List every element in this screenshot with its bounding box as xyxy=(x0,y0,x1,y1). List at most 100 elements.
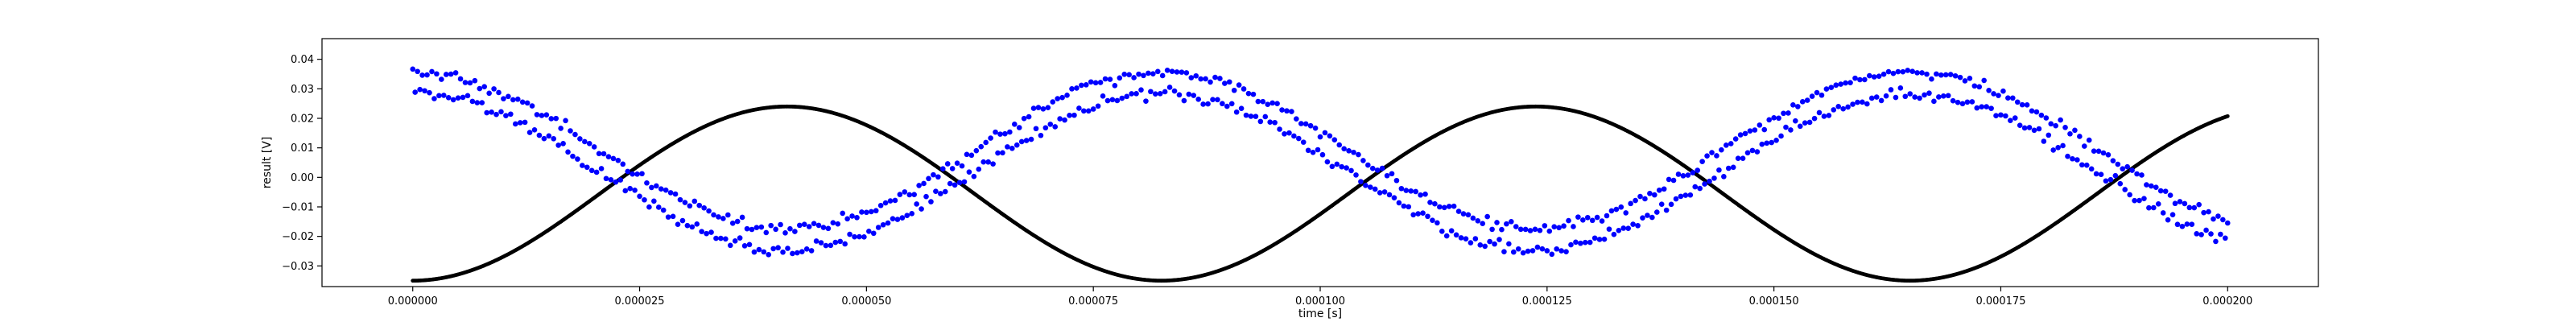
blue-point xyxy=(2060,142,2066,149)
blue-point xyxy=(1327,133,1333,139)
blue-point xyxy=(1372,186,1378,192)
blue-point xyxy=(1435,220,1440,226)
blue-point xyxy=(472,77,478,84)
blue-point xyxy=(2153,184,2159,190)
blue-point xyxy=(2088,166,2095,172)
blue-point xyxy=(1344,165,1349,171)
blue-point xyxy=(1021,115,1027,122)
blue-point xyxy=(1959,101,1966,107)
blue-point xyxy=(1138,87,1144,93)
blue-point xyxy=(2086,137,2092,143)
blue-point xyxy=(1986,88,1992,93)
blue-point xyxy=(2031,127,2037,134)
blue-point xyxy=(1159,72,1166,79)
blue-point xyxy=(818,240,824,246)
blue-point xyxy=(2083,162,2090,168)
y-tick-label: −0.03 xyxy=(282,261,314,273)
blue-point xyxy=(869,208,874,215)
blue-point xyxy=(1971,83,1978,89)
blue-point xyxy=(1136,71,1141,77)
blue-point xyxy=(1934,71,1939,77)
blue-point xyxy=(608,176,614,183)
blue-point xyxy=(2024,102,2030,108)
blue-point xyxy=(780,249,786,255)
blue-point xyxy=(1873,94,1880,100)
blue-point xyxy=(926,175,931,182)
blue-point xyxy=(1076,105,1082,111)
blue-point xyxy=(1871,74,1877,80)
blue-point xyxy=(1262,114,1269,120)
blue-point xyxy=(1100,93,1106,99)
blue-point xyxy=(828,242,834,249)
blue-point xyxy=(1217,76,1223,81)
blue-point xyxy=(2215,213,2221,219)
blue-point xyxy=(768,222,774,229)
y-tick-label: 0.02 xyxy=(291,114,314,126)
blue-point xyxy=(1749,147,1756,154)
blue-point xyxy=(1233,109,1240,115)
blue-point xyxy=(1166,85,1173,90)
blue-point xyxy=(2103,178,2109,184)
blue-point xyxy=(422,88,427,94)
blue-point xyxy=(909,211,915,217)
blue-point xyxy=(1141,72,1146,79)
blue-point xyxy=(2186,204,2193,211)
blue-point xyxy=(1847,80,1853,85)
blue-point xyxy=(1549,251,1555,258)
blue-point xyxy=(1143,98,1149,104)
blue-point xyxy=(1852,75,1858,81)
blue-point xyxy=(761,249,767,255)
blue-point xyxy=(445,95,452,101)
blue-point xyxy=(1236,82,1242,88)
blue-point xyxy=(1133,91,1139,97)
blue-point xyxy=(1028,136,1034,142)
blue-point xyxy=(1153,91,1158,97)
blue-point xyxy=(1895,68,1901,75)
blue-point xyxy=(1876,73,1882,79)
blue-point xyxy=(1228,101,1235,107)
blue-point xyxy=(2129,167,2135,173)
blue-point xyxy=(1085,108,1092,114)
blue-point xyxy=(1381,189,1388,195)
blue-point xyxy=(873,208,879,214)
blue-point xyxy=(1952,72,1959,79)
blue-point xyxy=(615,157,621,163)
blue-point xyxy=(1174,69,1180,75)
blue-point xyxy=(1649,214,1655,221)
y-axis: −0.03 −0.02 −0.01 0.00 0.01 0.02 0.03 0.04 xyxy=(282,54,322,273)
blue-point xyxy=(766,252,772,258)
blue-point xyxy=(770,246,776,252)
blue-point xyxy=(1744,150,1751,156)
blue-point xyxy=(439,76,444,82)
blue-point xyxy=(675,221,681,228)
blue-point xyxy=(1475,218,1481,224)
blue-point xyxy=(654,183,659,189)
x-tick-label: 0.000050 xyxy=(841,295,891,308)
blue-point xyxy=(1198,76,1203,82)
blue-point xyxy=(582,138,588,145)
blue-point xyxy=(469,98,476,105)
blue-point xyxy=(1107,76,1113,82)
blue-point xyxy=(1522,226,1529,233)
blue-point xyxy=(2208,231,2214,237)
blue-point xyxy=(1864,101,1870,107)
blue-point xyxy=(2122,187,2128,192)
blue-point xyxy=(938,191,943,196)
x-tick-label: 0.000125 xyxy=(1522,295,1572,308)
blue-point xyxy=(985,159,991,165)
blue-point xyxy=(1809,93,1815,99)
blue-point xyxy=(2105,152,2112,158)
blue-point xyxy=(1226,79,1232,85)
blue-point xyxy=(699,229,704,234)
blue-point xyxy=(2021,125,2028,131)
blue-point xyxy=(2124,163,2130,170)
blue-point xyxy=(1277,126,1282,132)
blue-point xyxy=(526,130,533,135)
blue-point xyxy=(1568,242,1574,248)
blue-point xyxy=(961,179,968,185)
blue-point xyxy=(1905,68,1911,73)
blue-point xyxy=(2155,201,2161,207)
blue-point xyxy=(1319,151,1326,158)
blue-point xyxy=(1969,99,1975,105)
blue-point xyxy=(2110,158,2116,163)
